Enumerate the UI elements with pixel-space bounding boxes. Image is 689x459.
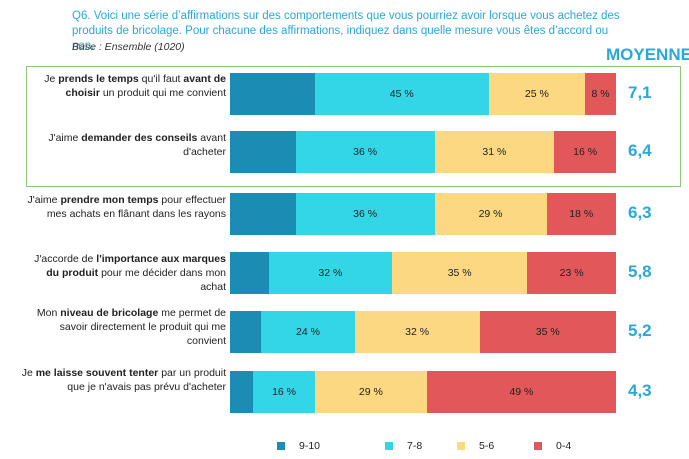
bar-segment-0-4: 18 % <box>546 193 616 235</box>
row-label-text: J'aime <box>27 194 61 206</box>
row-label: Je prends le temps qu'il faut avant de c… <box>20 72 226 100</box>
row-label-text: me permet de savoir directement le produ… <box>59 307 226 347</box>
bar-segment-0-4: 23 % <box>527 252 616 294</box>
bar-segment-9-10 <box>230 131 296 173</box>
bar-segment-7-8: 45 % <box>314 73 489 115</box>
row-label-text: qu'il faut <box>138 73 184 85</box>
bar-segment-7-8: 16 % <box>253 371 315 413</box>
row-label: Mon niveau de bricolage me permet de sav… <box>20 306 226 348</box>
bar-row: 36 % 31 % 16 % <box>230 131 616 173</box>
row-label-text: avant d'acheter <box>183 132 226 158</box>
legend-swatch <box>457 442 465 450</box>
average-value: 7,1 <box>628 83 652 102</box>
legend-swatch <box>534 442 542 450</box>
row-label-bold: avant de choisir <box>65 73 226 99</box>
bar-segment-5-6: 31 % <box>434 131 555 173</box>
row-label-text: Je <box>44 73 59 85</box>
legend-swatch <box>277 442 285 450</box>
average-value: 6,3 <box>628 203 652 222</box>
bar-segment-5-6: 32 % <box>354 311 480 353</box>
bar-row: 45 % 25 % 8 % <box>230 73 616 115</box>
bar-row: 32 % 35 % 23 % <box>230 252 616 294</box>
row-label-text: J'aime <box>48 132 82 144</box>
bar-segment-0-4: 8 % <box>585 73 616 115</box>
bar-segment-9-10 <box>230 73 315 115</box>
legend-item: 7-8 <box>385 440 422 452</box>
row-label-text: Mon <box>36 307 61 319</box>
moyenne-header: MOYENNE <box>606 45 689 64</box>
row-label-bold: prendre mon temps <box>60 194 159 206</box>
average-value: 5,2 <box>628 321 652 340</box>
bar-segment-5-6: 25 % <box>488 73 586 115</box>
legend-item: 9-10 <box>277 440 320 452</box>
legend-swatch <box>385 442 393 450</box>
row-label-bold: niveau de bricolage <box>60 307 159 319</box>
row-label-text: J'accorde de <box>34 253 97 265</box>
legend-label: 7-8 <box>407 440 423 452</box>
bar-segment-0-4: 49 % <box>426 371 616 413</box>
bar-segment-0-4: 35 % <box>479 311 616 353</box>
bar-segment-7-8: 32 % <box>268 252 393 294</box>
row-label: J'aime demander des conseils avant d'ach… <box>20 131 226 159</box>
row-label-text: pour effectuer mes achats en flânant dan… <box>46 194 226 220</box>
legend-label: 0-4 <box>556 440 572 452</box>
row-label-text: pour me décider dans mon achat <box>98 267 226 293</box>
bar-row: 36 % 29 % 18 % <box>230 193 616 235</box>
row-label: J'aime prendre mon temps pour effectuer … <box>20 193 227 221</box>
row-label-text: Je <box>21 367 36 379</box>
bar-segment-0-4: 16 % <box>554 131 616 173</box>
bar-segment-5-6: 35 % <box>392 252 528 294</box>
row-label-text: par un produit que je n'avais pas prévu … <box>67 367 226 393</box>
bar-segment-9-10 <box>230 252 269 294</box>
legend-item: 5-6 <box>457 440 494 452</box>
row-label-text: un produit qui me convient <box>99 87 226 99</box>
row-label-bold: demander des conseils <box>81 132 198 144</box>
bar-segment-9-10 <box>230 193 296 235</box>
bar-row: 24 % 32 % 35 % <box>230 311 616 353</box>
bar-segment-7-8: 24 % <box>261 311 355 353</box>
base-note: Base : Ensemble (1020) <box>72 41 185 53</box>
row-label: Je me laisse souvent tenter par un produ… <box>20 366 226 394</box>
highlight-box <box>26 66 681 187</box>
question-text: Q6. Voici une série d’affirmations sur d… <box>72 10 620 52</box>
bar-row: 16 % 29 % 49 % <box>230 371 616 413</box>
legend-label: 9-10 <box>299 440 321 452</box>
row-label-bold: l'importance aux marques du produit <box>46 253 226 279</box>
average-value: 4,3 <box>628 381 652 400</box>
legend-label: 5-6 <box>479 440 495 452</box>
bar-segment-5-6: 29 % <box>314 371 427 413</box>
row-label-bold: me laisse souvent tenter <box>35 367 159 379</box>
bar-segment-9-10 <box>230 311 262 353</box>
bar-segment-9-10 <box>230 371 254 413</box>
bar-segment-7-8: 36 % <box>295 193 435 235</box>
bar-segment-5-6: 29 % <box>434 193 547 235</box>
legend: 9-10 7-8 5-6 0-4 <box>0 440 689 456</box>
bar-segment-7-8: 36 % <box>295 131 435 173</box>
row-label-bold: prends le temps <box>58 73 139 85</box>
row-label: J'accorde de l'importance aux marques du… <box>20 252 226 294</box>
legend-item: 0-4 <box>534 440 571 452</box>
average-value: 6,4 <box>628 141 652 160</box>
average-value: 5,8 <box>628 262 652 281</box>
